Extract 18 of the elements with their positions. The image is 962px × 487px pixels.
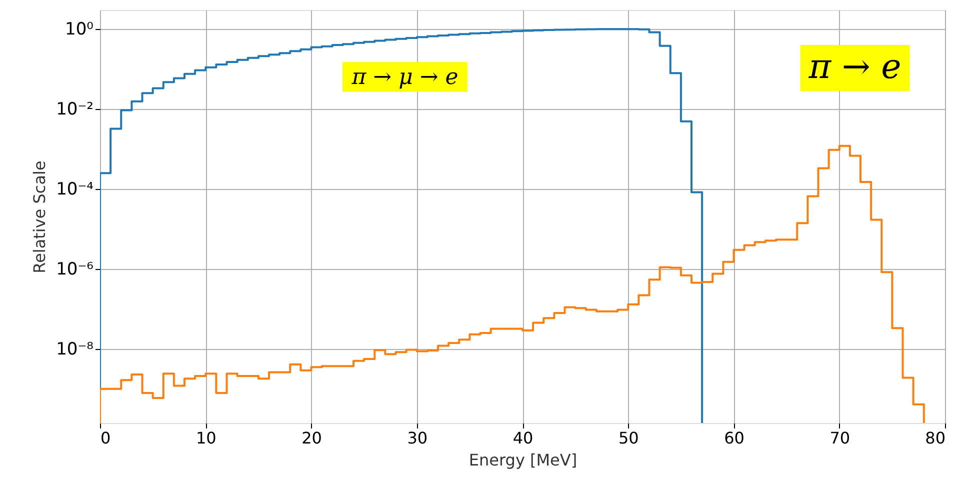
x-tick-label: 60 [724, 428, 744, 448]
x-tick-label: 10 [196, 428, 216, 448]
x-tick-label: 40 [512, 428, 534, 448]
x-tick-label: 70 [830, 428, 850, 448]
x-tick-label: 50 [618, 428, 639, 448]
y-tick-label: 10⁻⁶ [56, 259, 94, 280]
series-label: π → e [808, 47, 902, 87]
x-tick-label: 20 [302, 428, 322, 448]
x-tick-label: 30 [407, 428, 428, 448]
x-tick-label: 80 [925, 428, 946, 448]
y-tick-label: 10⁻⁴ [56, 179, 94, 200]
x-axis-title: Energy [MeV] [468, 450, 578, 470]
x-tick-label: 0 [100, 428, 111, 448]
y-tick-label: 10⁻² [56, 100, 94, 120]
y-tick-label: 10⁻⁸ [56, 339, 94, 360]
y-axis-title: Relative Scale [30, 160, 50, 274]
series-label: π → μ → e [350, 65, 458, 90]
y-tick-label: 10⁰ [65, 20, 94, 40]
